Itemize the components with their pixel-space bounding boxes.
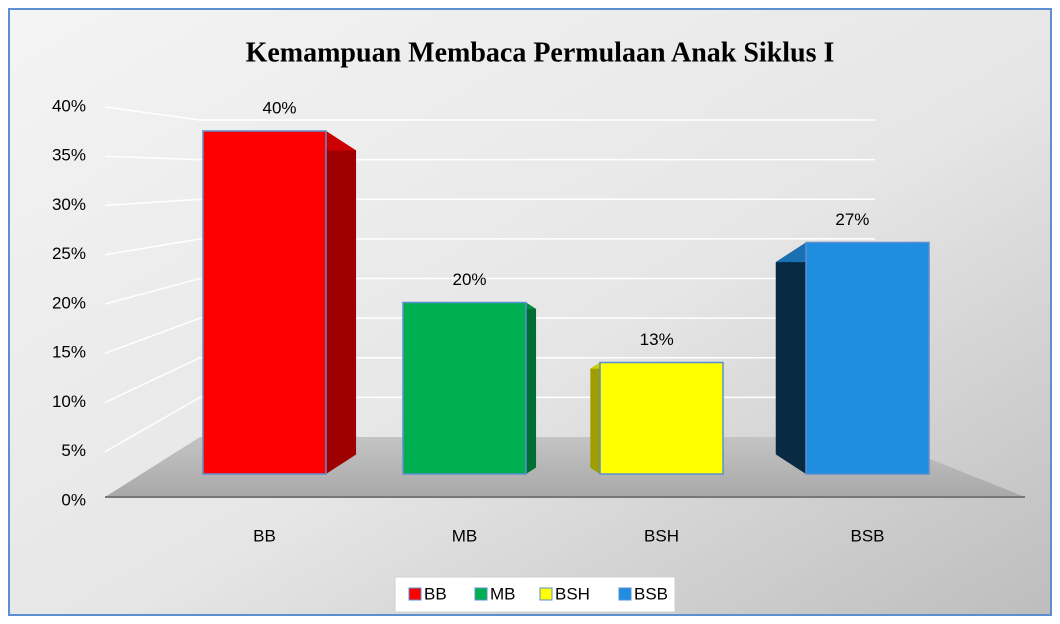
y-tick-label: 20% [52, 293, 86, 312]
y-tick-label: 25% [52, 244, 86, 263]
bar-side [590, 362, 600, 474]
grid-line [104, 317, 875, 354]
y-tick-label: 40% [52, 96, 86, 115]
grid-line [104, 277, 875, 305]
y-tick-label: 35% [52, 146, 86, 165]
x-tick-label: BSH [644, 526, 679, 545]
legend-label: BB [424, 584, 447, 603]
legend-swatch [474, 587, 488, 601]
grid-line [104, 106, 875, 121]
bar-side [326, 131, 357, 474]
data-label: 13% [640, 330, 674, 349]
x-tick-label: BSB [850, 526, 884, 545]
grid-line [104, 357, 875, 404]
grid-line [104, 198, 875, 207]
chart-title: Kemampuan Membaca Permulaan Anak Siklus … [246, 37, 835, 68]
grid-line [104, 155, 875, 161]
y-tick-label: 0% [61, 490, 86, 509]
data-label: 20% [453, 270, 487, 289]
x-tick-label: BB [253, 526, 276, 545]
data-label: 40% [263, 98, 297, 117]
grid-line [104, 238, 875, 256]
legend-swatch [539, 587, 553, 601]
legend-swatch [618, 587, 632, 601]
y-tick-label: 15% [52, 343, 86, 362]
bar-side [526, 302, 537, 474]
bar [805, 241, 930, 475]
legend-label: BSB [634, 584, 668, 603]
bar [599, 361, 724, 475]
y-tick-label: 5% [61, 441, 86, 460]
legend-swatch [408, 587, 422, 601]
legend-label: BSH [555, 584, 590, 603]
y-tick-label: 10% [52, 392, 86, 411]
legend-label: MB [490, 584, 516, 603]
bar [202, 130, 327, 475]
x-tick-label: MB [452, 526, 478, 545]
y-tick-label: 30% [52, 195, 86, 214]
data-label: 27% [835, 210, 869, 229]
bar [402, 301, 527, 475]
bar-side [775, 242, 806, 474]
